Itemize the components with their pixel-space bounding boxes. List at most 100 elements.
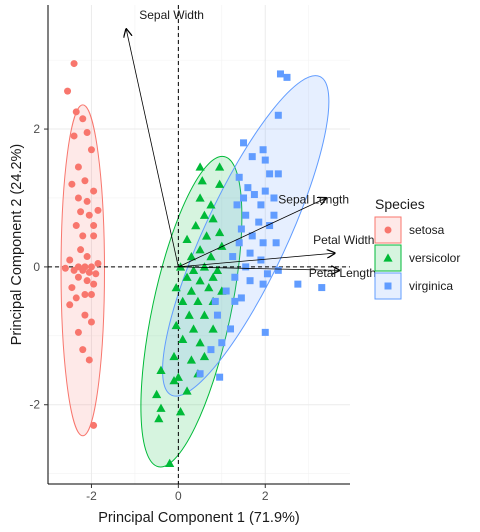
virginica-point (266, 170, 274, 178)
petal-length-arrow (178, 267, 339, 270)
virginica-point (263, 270, 271, 278)
setosa-point (77, 246, 85, 254)
versicolor-point (156, 365, 166, 374)
setosa-point (87, 290, 95, 298)
legend-item-setosa: setosa (374, 216, 445, 244)
x-axis-title: Principal Component 1 (71.9%) (98, 510, 300, 526)
setosa-point (83, 129, 91, 137)
setosa-point (85, 211, 93, 219)
setosa-point (83, 253, 91, 261)
x-tick-label: -2 (86, 489, 97, 503)
versicolor-point (182, 234, 192, 244)
versicolor-point (191, 220, 201, 230)
versicolor-point (156, 403, 166, 412)
y-tick-label: 0 (33, 260, 40, 274)
versicolor-point (215, 179, 225, 188)
virginica-point (261, 187, 269, 195)
legend-label-virginica: virginica (409, 279, 453, 293)
legend-marker-versicolor (383, 253, 393, 262)
setosa-point (79, 346, 87, 354)
axes: -2 0 2 -2 0 2 Principal Component 1 (71.9%) Pri… (9, 5, 350, 526)
versicolor-point (184, 310, 194, 319)
virginica-point (240, 139, 248, 147)
virginica-point (274, 170, 282, 178)
virginica-point (235, 239, 243, 247)
virginica-point (294, 280, 302, 288)
y-tick-label: -2 (29, 398, 40, 412)
virginica-point (242, 263, 250, 271)
setosa-point (81, 177, 89, 185)
versicolor-point (182, 386, 192, 395)
virginica-point (261, 156, 269, 164)
setosa-point (87, 263, 95, 271)
versicolor-point (171, 320, 181, 330)
legend-label-setosa: setosa (409, 223, 445, 237)
versicolor-points (152, 162, 227, 468)
setosa-point (72, 108, 80, 116)
versicolor-point (169, 376, 179, 385)
plot-panel: Sepal Width Sepal Length Petal Width Petal … (48, 5, 376, 484)
virginica-point (231, 273, 239, 281)
setosa-point (66, 256, 74, 264)
sepal-length-label: Sepal Length (278, 192, 349, 206)
virginica-point (213, 311, 221, 319)
virginica-point (255, 218, 263, 226)
versicolor-point (188, 265, 199, 275)
versicolor-point (173, 372, 183, 381)
virginica-point (283, 73, 291, 81)
setosa-point (70, 132, 78, 140)
setosa-point (83, 277, 91, 285)
versicolor-point (152, 389, 162, 399)
virginica-point (250, 191, 258, 199)
versicolor-point (199, 351, 210, 361)
setosa-point (90, 232, 98, 240)
virginica-point (207, 346, 215, 354)
versicolor-point (193, 296, 203, 306)
virginica-point (231, 297, 239, 305)
versicolor-point (154, 413, 164, 423)
setosa-point (90, 421, 98, 429)
versicolor-point (206, 251, 216, 261)
setosa-point (61, 264, 69, 272)
setosa-point (83, 197, 91, 205)
setosa-point (66, 301, 74, 309)
virginica-point (248, 153, 256, 161)
setosa-point (85, 268, 93, 276)
virginica-point (242, 211, 250, 219)
virginica-point (259, 239, 267, 247)
y-axis-title: Principal Component 2 (24.2%) (9, 144, 25, 346)
legend: Species setosa versicolor virginica (374, 196, 460, 300)
setosa-points (61, 60, 102, 429)
virginica-point (216, 373, 224, 381)
versicolor-point (195, 193, 205, 202)
versicolor-point (199, 210, 210, 219)
versicolor-point (199, 310, 210, 319)
setosa-point (68, 284, 76, 292)
virginica-point (270, 194, 278, 202)
sepal-width-label: Sepal Width (139, 8, 204, 22)
versicolor-point (195, 276, 205, 285)
versicolor-point (212, 265, 223, 275)
setosa-point (64, 87, 72, 95)
virginica-point (318, 284, 326, 292)
setosa-point (92, 270, 100, 278)
versicolor-point (169, 351, 179, 361)
legend-item-virginica: virginica (374, 272, 453, 300)
versicolor-point (195, 338, 205, 347)
setosa-point (70, 266, 78, 274)
setosa-point (72, 294, 80, 302)
petal-width-label: Petal Width (313, 233, 374, 247)
virginica-point (261, 328, 269, 336)
virginica-point (248, 232, 256, 240)
versicolor-point (202, 231, 212, 240)
virginica-point (222, 287, 230, 295)
versicolor-point (208, 214, 218, 223)
versicolor-point (197, 176, 207, 185)
virginica-point (276, 70, 284, 78)
versicolor-point (215, 162, 225, 171)
setosa-point (68, 180, 76, 188)
virginica-point (196, 370, 204, 378)
virginica-point (218, 339, 226, 347)
virginica-point (244, 184, 252, 192)
